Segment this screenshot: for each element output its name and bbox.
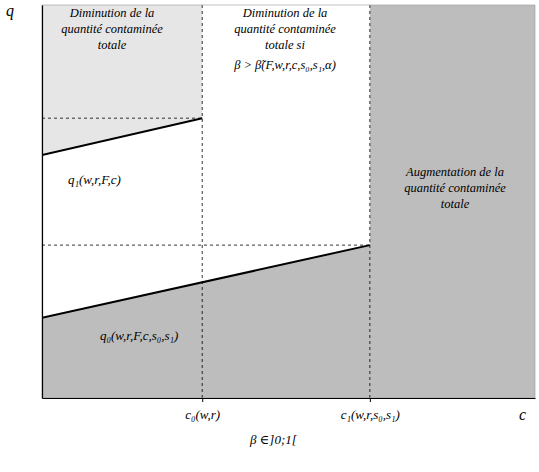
- series-label: q₀(w,r,F,c,s₀,s₁): [100, 328, 178, 343]
- y-axis-line: [42, 6, 43, 399]
- footnote: β ∈]0;1[: [249, 432, 298, 447]
- region-decrease: [42, 5, 202, 155]
- guide-line: [42, 118, 202, 119]
- x-axis-line: [43, 398, 536, 399]
- x-tick: c₁(w,r,s₀,s₁): [341, 398, 400, 422]
- annotation: quantité contaminée: [234, 22, 336, 36]
- region-increase: [42, 5, 535, 398]
- plot-frame: [42, 5, 535, 398]
- annotation: Diminution de la: [242, 6, 328, 20]
- y-axis: [42, 6, 43, 399]
- x-tick: c₀(w,r): [185, 398, 220, 422]
- plot-area: [42, 5, 535, 398]
- guide-line: [42, 245, 370, 246]
- y-axis-title: q: [6, 2, 14, 20]
- annotation: Augmentation de la: [405, 165, 504, 179]
- annotation: totale: [98, 38, 127, 52]
- annotation: quantité contaminée: [61, 22, 163, 36]
- x-tick-mark: [202, 398, 203, 402]
- annotation: β > β̃(F,w,r,c,s₀,s₁,α): [233, 58, 336, 72]
- annotation: quantité contaminée: [404, 181, 506, 195]
- series-label: q₁(w,r,F,c): [68, 172, 121, 187]
- x-axis-title: c: [519, 406, 526, 423]
- tick-guide: [369, 5, 370, 398]
- annotation: totale si: [265, 38, 305, 52]
- annotation: totale: [441, 197, 470, 211]
- series-line: [42, 118, 202, 155]
- x-axis: c₀(w,r) c₁(w,r,s₀,s₁): [43, 398, 536, 422]
- texts: q c β ∈]0;1[ q₁(w,r,F,c) q₀(w,r,F,c,s₀,s₁) Di…: [6, 2, 526, 447]
- x-tick-mark: [370, 398, 371, 402]
- chart: c₀(w,r) c₁(w,r,s₀,s₁) q c β ∈]0;1[ q₁(w,r,F,c…: [0, 0, 539, 472]
- x-tick-label: c₀(w,r): [185, 407, 220, 422]
- x-tick-label: c₁(w,r,s₀,s₁): [341, 407, 400, 422]
- series-line: [42, 245, 370, 318]
- annotation: Diminution de la: [69, 6, 155, 20]
- tick-guide: [202, 5, 203, 398]
